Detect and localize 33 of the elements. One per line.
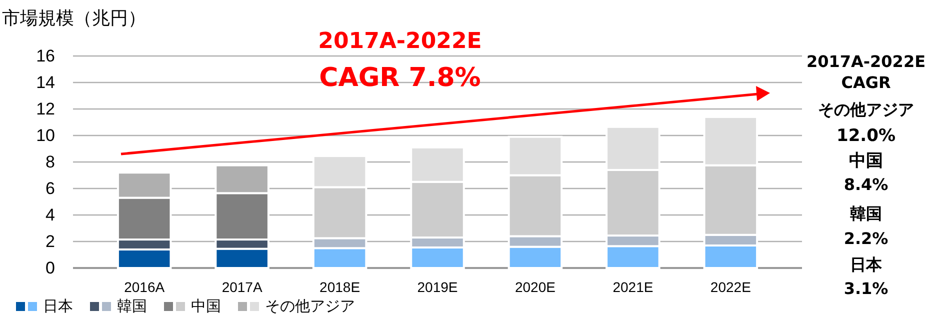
text: 2017A-2022E [318, 29, 482, 54]
text: 8.4% [844, 175, 888, 194]
y-tick-label: 4 [46, 205, 55, 224]
text: 12.0% [836, 126, 896, 146]
y-tick-label: 2 [46, 232, 55, 251]
text: 韓国 [850, 204, 882, 223]
y-tick-label: 8 [46, 152, 55, 172]
x-tick-label: 2016A [124, 278, 166, 295]
y-tick-label: 12 [36, 99, 55, 118]
x-tick-label: 2019E [417, 278, 458, 295]
y-tick-label: 14 [36, 72, 55, 92]
text: 2017A-2022E [806, 52, 926, 71]
y-tick-label: 0 [46, 258, 55, 278]
y-tick-label: 10 [36, 126, 55, 145]
text: CAGR [841, 73, 891, 92]
text: その他アジア [818, 100, 914, 119]
text: 3.1% [844, 279, 888, 298]
x-tick-label: 2022E [710, 278, 751, 295]
text: 中国 [849, 151, 883, 171]
legend-label: 日本 [43, 297, 73, 315]
y-tick-label: 6 [46, 178, 55, 198]
x-tick-label: 2018E [320, 278, 360, 295]
legend-label: 韓国 [117, 297, 147, 315]
annotation: CAGR 7.8% [319, 63, 481, 93]
x-tick-label: 2020E [514, 278, 556, 295]
y-axis-title: 市場規模（兆円） [2, 8, 146, 29]
text: 日本 [850, 255, 883, 274]
x-tick-label: 2017A [222, 278, 263, 295]
x-tick-label: 2021E [612, 278, 654, 295]
legend-label: その他アジア [265, 297, 355, 315]
legend-label: 中国 [191, 297, 221, 315]
y-tick-label: 16 [36, 46, 55, 66]
text: 2.2% [844, 229, 888, 248]
